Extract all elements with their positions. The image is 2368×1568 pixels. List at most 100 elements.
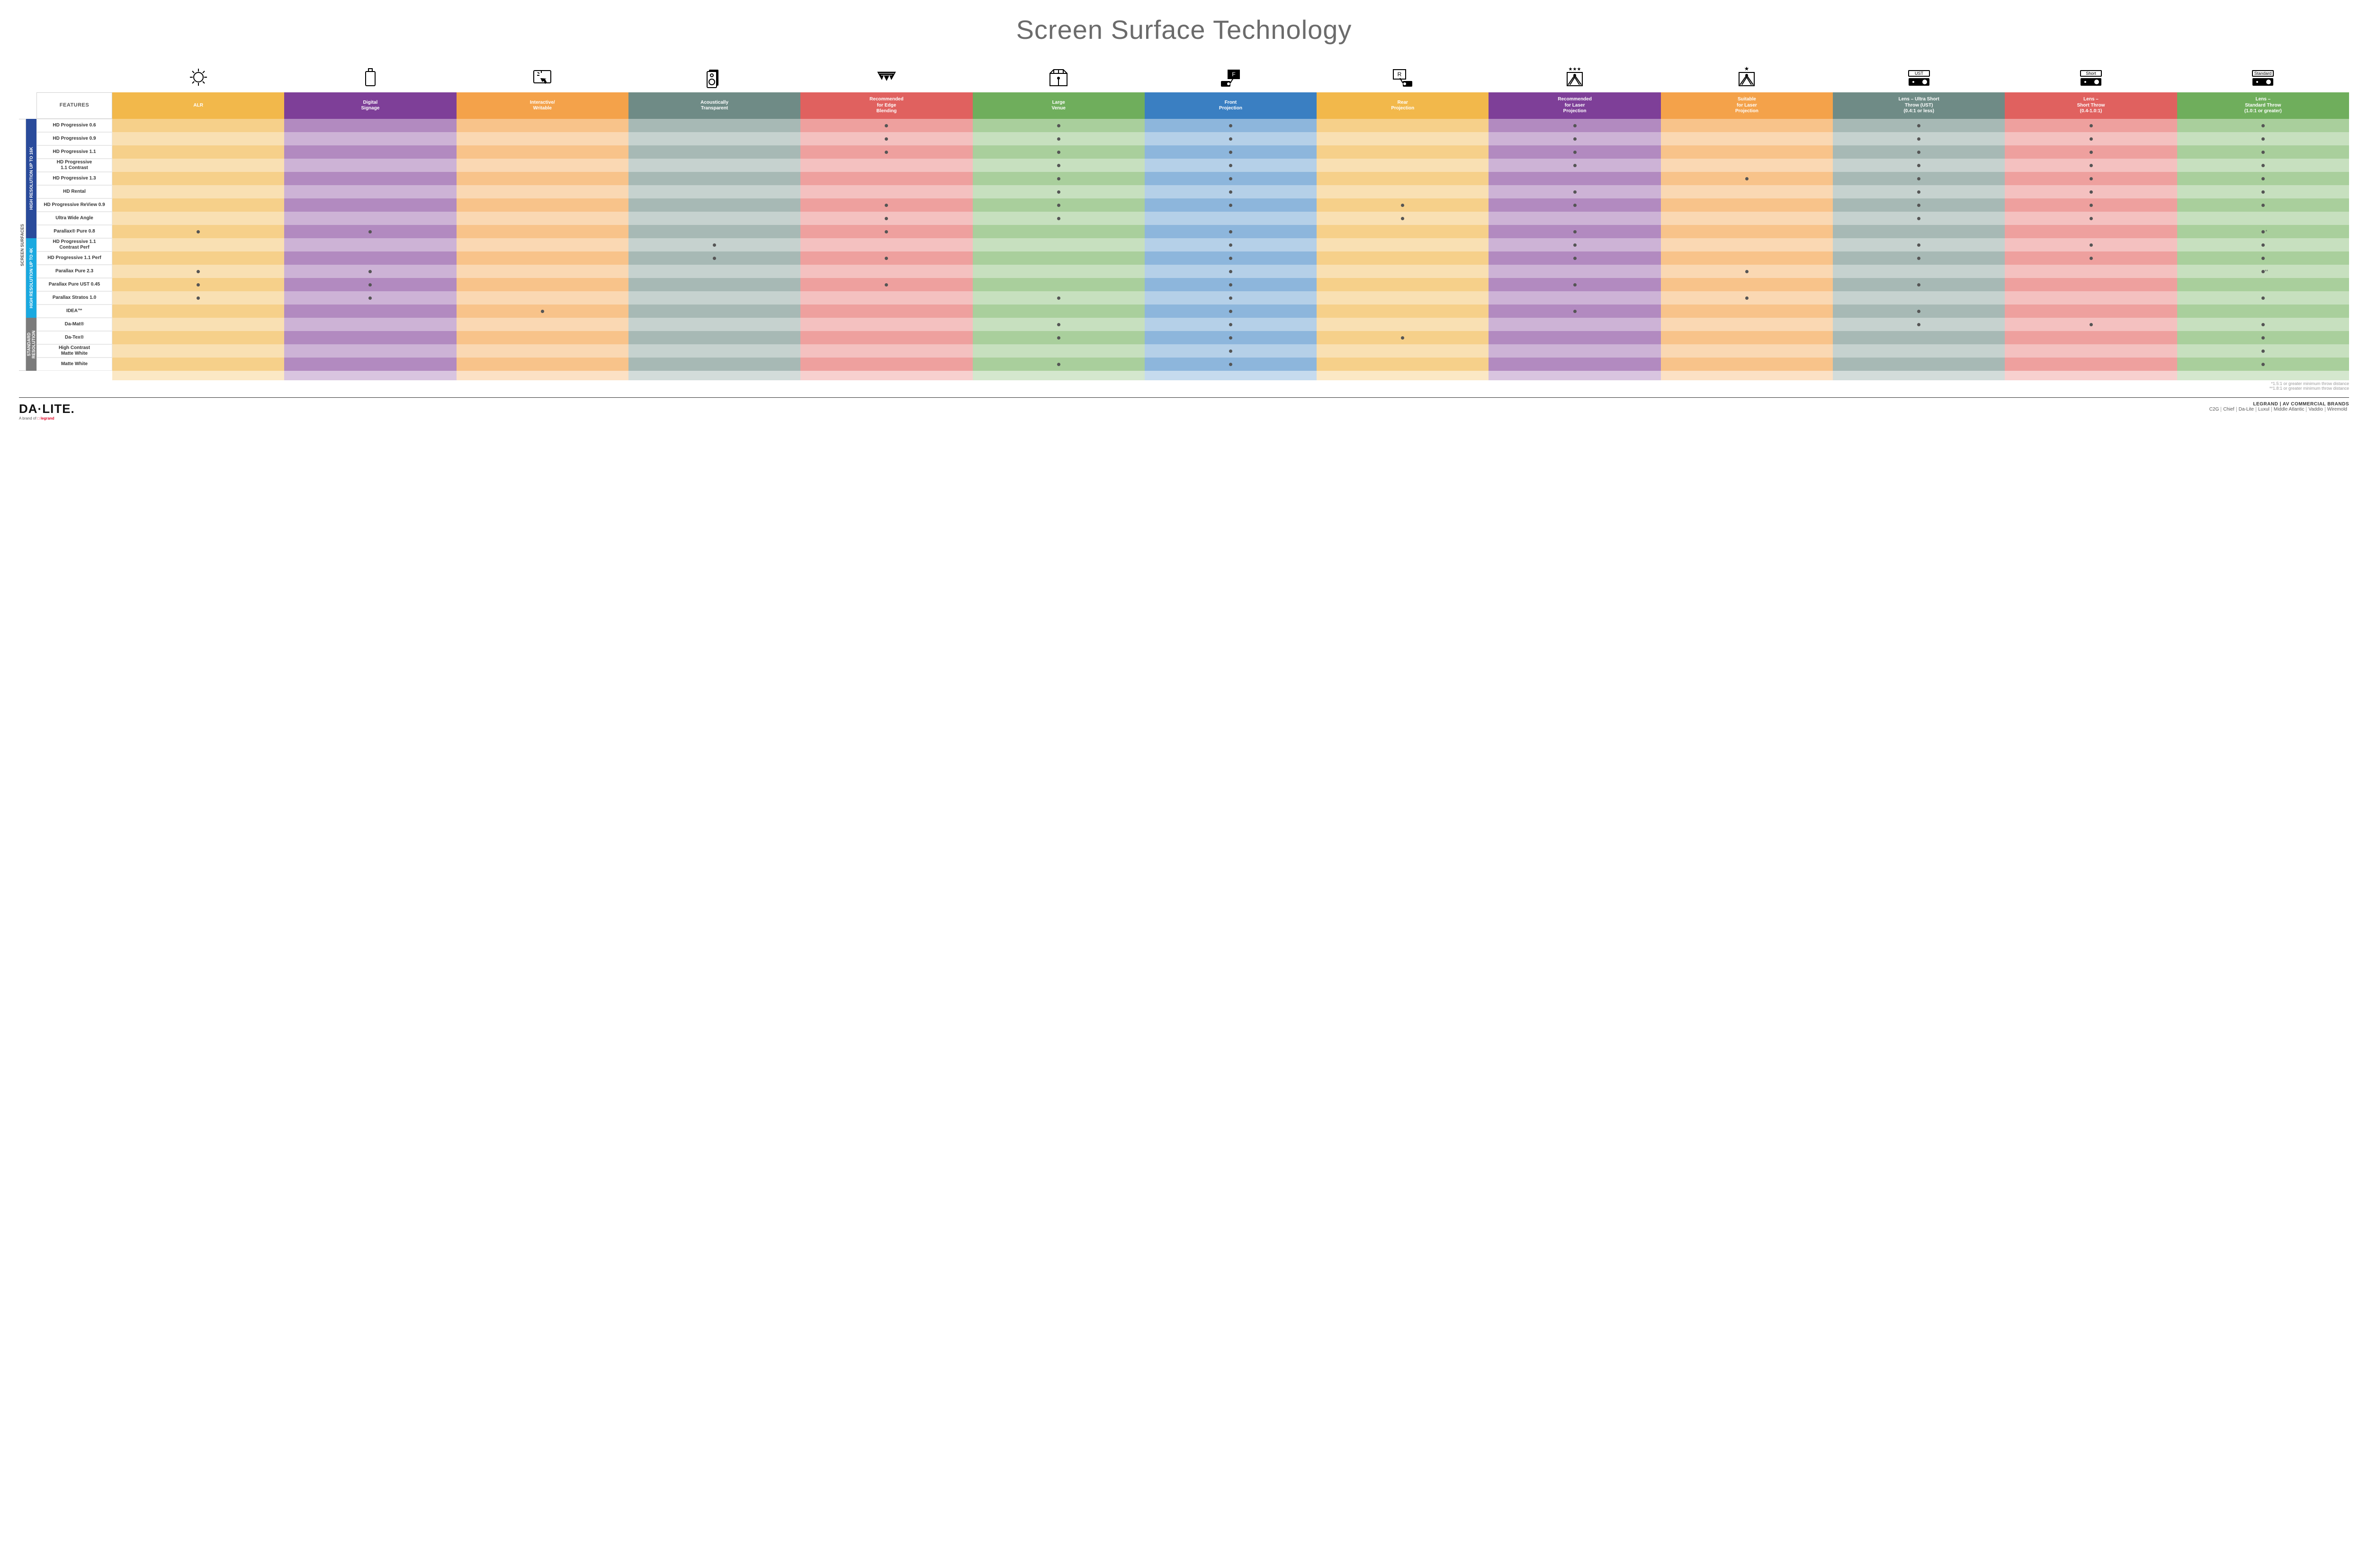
- logo-block: DA·LITE. A brand of □ legrand: [19, 402, 75, 421]
- cell: [1661, 358, 1833, 371]
- cell: [1489, 198, 1660, 212]
- cell: [1833, 344, 2005, 358]
- cell: [800, 119, 972, 132]
- cell: [1833, 145, 2005, 159]
- cell: [2005, 344, 2177, 358]
- cell: [284, 185, 456, 198]
- cell: [800, 198, 972, 212]
- cell: [1489, 265, 1660, 278]
- cell: [1145, 358, 1317, 371]
- cell: [1145, 198, 1317, 212]
- cell: [1833, 265, 2005, 278]
- cell: [457, 278, 628, 291]
- cell: [800, 172, 972, 185]
- cell: [457, 185, 628, 198]
- cell: [1489, 344, 1660, 358]
- cell: [112, 305, 284, 318]
- cell: [2177, 358, 2349, 371]
- cell: [628, 291, 800, 305]
- features-header: FEATURES: [36, 92, 112, 119]
- cell: [1833, 132, 2005, 145]
- cell: [1145, 291, 1317, 305]
- svg-text:F: F: [1232, 71, 1236, 78]
- cell: [1661, 198, 1833, 212]
- cell: [284, 132, 456, 145]
- cell: [1833, 251, 2005, 265]
- cell: [457, 318, 628, 331]
- col-header-reclaser: Recommendedfor LaserProjection: [1489, 92, 1660, 119]
- cell: [2005, 119, 2177, 132]
- col-header-std: Lens –Standard Throw(1.0:1 or greater): [2177, 92, 2349, 119]
- cell: [2005, 331, 2177, 344]
- row-label: Matte White: [36, 358, 112, 371]
- cell: [1317, 278, 1489, 291]
- cell: [112, 331, 284, 344]
- cell: [457, 305, 628, 318]
- cell: [112, 119, 284, 132]
- cell: [112, 132, 284, 145]
- cell: [1317, 358, 1489, 371]
- cell: [457, 119, 628, 132]
- cell: [1145, 145, 1317, 159]
- cell: [2177, 132, 2349, 145]
- row-label: HD Progressive 1.1: [36, 145, 112, 159]
- row-label: HD Rental: [36, 185, 112, 198]
- col-header-rear: RearProjection: [1317, 92, 1489, 119]
- cell: [284, 305, 456, 318]
- col-header-signage: DigitalSignage: [284, 92, 456, 119]
- cell: [628, 344, 800, 358]
- cell: [284, 318, 456, 331]
- cell: [973, 225, 1145, 238]
- cell: [800, 278, 972, 291]
- cell: [628, 251, 800, 265]
- cell: [800, 159, 972, 172]
- cell: [1661, 318, 1833, 331]
- cell: [1489, 238, 1660, 251]
- cell: [112, 291, 284, 305]
- cell: [2005, 159, 2177, 172]
- col-header-edge: Recommendedfor EdgeBlending: [800, 92, 972, 119]
- cell: [1489, 145, 1660, 159]
- cell: [628, 198, 800, 212]
- cell: [112, 344, 284, 358]
- cell: [1661, 132, 1833, 145]
- acoustic-icon: [628, 59, 800, 92]
- cell: [457, 251, 628, 265]
- cell: [284, 344, 456, 358]
- cell: [112, 318, 284, 331]
- cell: [457, 212, 628, 225]
- row-label: HD Progressive1.1 Contrast: [36, 159, 112, 172]
- cell: [2005, 358, 2177, 371]
- cell: [1145, 132, 1317, 145]
- cell: [973, 291, 1145, 305]
- cell: [284, 172, 456, 185]
- cell: [284, 145, 456, 159]
- cell: [112, 185, 284, 198]
- cell: [1145, 344, 1317, 358]
- cell: [1145, 265, 1317, 278]
- cell: [284, 251, 456, 265]
- cell: [973, 251, 1145, 265]
- cell: [284, 238, 456, 251]
- brand-list: LEGRAND | AV COMMERCIAL BRANDS C2GChiefD…: [2207, 402, 2349, 412]
- cell: [1833, 212, 2005, 225]
- cell: [112, 238, 284, 251]
- row-label: HD Progressive 0.6: [36, 119, 112, 132]
- cell: [1661, 238, 1833, 251]
- cell: [457, 159, 628, 172]
- reclaser-icon: ★★★: [1489, 59, 1660, 92]
- cell: [284, 212, 456, 225]
- cell: [1661, 291, 1833, 305]
- cell: [1833, 172, 2005, 185]
- cell: [973, 318, 1145, 331]
- cell: [1145, 212, 1317, 225]
- cell: [800, 212, 972, 225]
- cell: [1317, 251, 1489, 265]
- page-title: Screen Surface Technology: [19, 14, 2349, 45]
- cell: [112, 225, 284, 238]
- edge-icon: [800, 59, 972, 92]
- cell: [112, 172, 284, 185]
- cell: [1145, 172, 1317, 185]
- cell: [284, 119, 456, 132]
- cell: [1833, 331, 2005, 344]
